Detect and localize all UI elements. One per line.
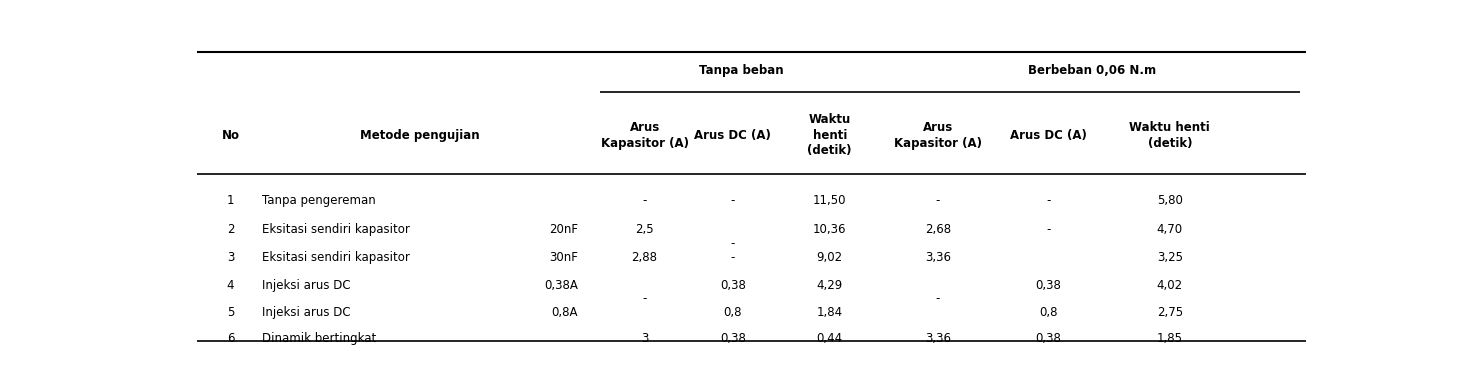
Text: 10,36: 10,36 (813, 223, 847, 235)
Text: 11,50: 11,50 (813, 195, 847, 207)
Text: Arus
Kapasitor (A): Arus Kapasitor (A) (601, 121, 688, 150)
Text: 2,68: 2,68 (925, 223, 951, 235)
Text: Eksitasi sendiri kapasitor: Eksitasi sendiri kapasitor (262, 223, 410, 235)
Text: Dinamik bertingkat: Dinamik bertingkat (262, 332, 376, 345)
Text: 0,8: 0,8 (1039, 306, 1058, 319)
Text: 4,02: 4,02 (1157, 279, 1183, 292)
Text: Arus
Kapasitor (A): Arus Kapasitor (A) (894, 121, 982, 150)
Text: -: - (642, 293, 647, 305)
Text: 2: 2 (226, 223, 234, 235)
Text: Waktu henti
(detik): Waktu henti (detik) (1129, 121, 1210, 150)
Text: -: - (731, 251, 735, 264)
Text: Injeksi arus DC: Injeksi arus DC (262, 279, 351, 292)
Text: 3,25: 3,25 (1157, 251, 1183, 264)
Text: 9,02: 9,02 (817, 251, 842, 264)
Text: No: No (222, 129, 240, 142)
Text: 2,75: 2,75 (1157, 306, 1183, 319)
Text: 3,36: 3,36 (925, 332, 951, 345)
Text: 0,38: 0,38 (720, 332, 745, 345)
Text: 5,80: 5,80 (1157, 195, 1183, 207)
Text: 0,38: 0,38 (720, 279, 745, 292)
Text: Arus DC (A): Arus DC (A) (694, 129, 772, 142)
Text: 3,36: 3,36 (925, 251, 951, 264)
Text: 0,44: 0,44 (817, 332, 842, 345)
Text: 4,70: 4,70 (1157, 223, 1183, 235)
Text: 4,29: 4,29 (816, 279, 842, 292)
Text: -: - (731, 237, 735, 250)
Text: 30nF: 30nF (550, 251, 578, 264)
Text: 3: 3 (641, 332, 648, 345)
Text: 4: 4 (226, 279, 234, 292)
Text: 0,38: 0,38 (1035, 332, 1061, 345)
Text: 0,8: 0,8 (723, 306, 742, 319)
Text: -: - (642, 195, 647, 207)
Text: Arus DC (A): Arus DC (A) (1010, 129, 1086, 142)
Text: 1: 1 (226, 195, 234, 207)
Text: 2,88: 2,88 (632, 251, 657, 264)
Text: 20nF: 20nF (548, 223, 578, 235)
Text: 1,85: 1,85 (1157, 332, 1183, 345)
Text: Waktu
henti
(detik): Waktu henti (detik) (807, 113, 853, 157)
Text: Tanpa pengereman: Tanpa pengereman (262, 195, 376, 207)
Text: 0,8A: 0,8A (551, 306, 578, 319)
Text: 6: 6 (226, 332, 234, 345)
Text: 3: 3 (226, 251, 234, 264)
Text: -: - (1047, 223, 1051, 235)
Text: 1,84: 1,84 (817, 306, 842, 319)
Text: Tanpa beban: Tanpa beban (700, 64, 784, 76)
Text: 0,38: 0,38 (1035, 279, 1061, 292)
Text: -: - (731, 195, 735, 207)
Text: Metode pengujian: Metode pengujian (360, 129, 481, 142)
Text: -: - (936, 195, 941, 207)
Text: 0,38A: 0,38A (544, 279, 578, 292)
Text: Injeksi arus DC: Injeksi arus DC (262, 306, 351, 319)
Text: Berbeban 0,06 N.m: Berbeban 0,06 N.m (1028, 64, 1155, 76)
Text: -: - (936, 293, 941, 305)
Text: 2,5: 2,5 (635, 223, 654, 235)
Text: Eksitasi sendiri kapasitor: Eksitasi sendiri kapasitor (262, 251, 410, 264)
Text: 5: 5 (226, 306, 234, 319)
Text: -: - (1047, 195, 1051, 207)
